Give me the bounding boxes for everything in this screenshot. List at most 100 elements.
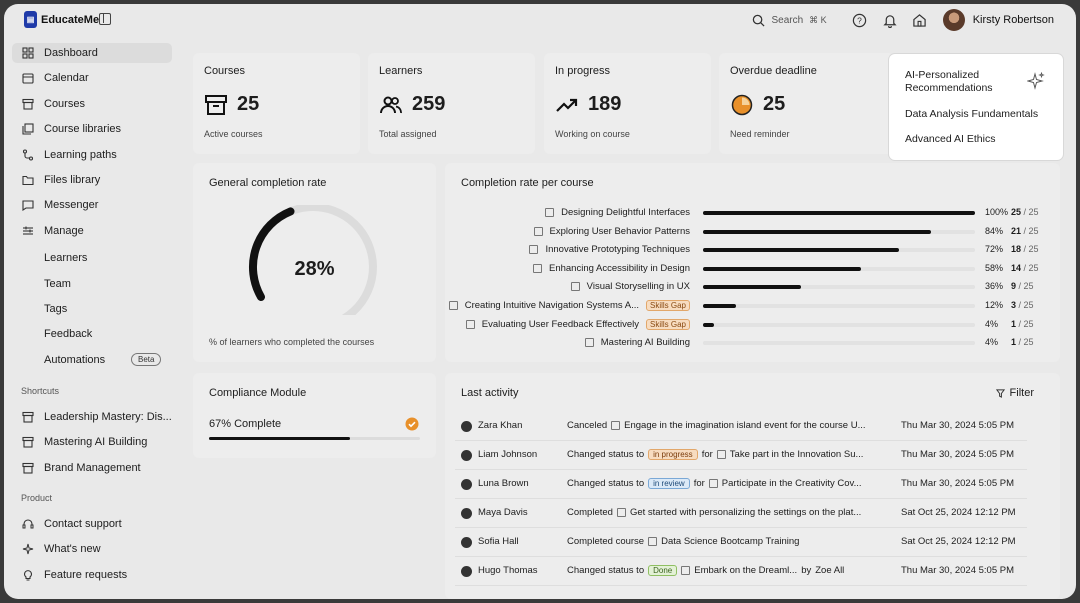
activity-by-user[interactable]: Zoe All (815, 565, 845, 576)
home-button[interactable] (905, 9, 935, 31)
sidebar-item-course-libraries[interactable]: Course libraries (22, 119, 121, 139)
compliance-module-card[interactable]: Compliance Module 67% Complete (193, 373, 436, 458)
sliders-icon (23, 226, 33, 235)
course-name: Visual Storyselling in UX (586, 281, 690, 293)
sparkle-icon (1027, 72, 1045, 90)
course-row[interactable]: Designing Delightful Interfaces 100% 25 / … (445, 206, 1045, 222)
course-bar-track (703, 285, 975, 290)
activity-date: Thu Mar 30, 2024 5:05 PM (901, 565, 1015, 576)
activity-row[interactable]: Sofia Hall Completed course Data Science B… (455, 528, 1027, 557)
stat-value: 25 (763, 93, 786, 115)
course-row[interactable]: Enhancing Accessibility in Design 58% 14 /… (445, 262, 1045, 278)
search-button[interactable]: Search ⌘ K (752, 14, 827, 27)
course-ratio: 25 / 25 (1011, 207, 1039, 217)
activity-user[interactable]: Sofia Hall (478, 536, 519, 547)
archive-icon (22, 411, 34, 423)
completion-gauge (248, 205, 377, 315)
sidebar-item-learners[interactable]: Learners (44, 252, 88, 264)
stat-card-learners[interactable]: Learners 259 Total assigned (368, 53, 535, 154)
notifications-button[interactable] (875, 9, 905, 31)
help-button[interactable]: ? (845, 9, 875, 31)
activity-row[interactable]: Liam Johnson Changed status to in progress… (455, 441, 1027, 470)
sidebar-item-tags[interactable]: Tags (44, 303, 68, 315)
course-row[interactable]: Creating Intuitive Navigation Systems A.… (445, 299, 1045, 315)
shortcut-label: Mastering AI Building (44, 436, 148, 448)
sidebar-item-messenger[interactable]: Messenger (22, 195, 98, 215)
course-percent: 12% (985, 300, 1004, 310)
activity-target[interactable]: Take part in the Innovation Su... (729, 449, 864, 460)
activity-target[interactable]: Embark on the Dreaml... (694, 565, 798, 576)
archive-icon (22, 462, 34, 474)
stat-subtitle: Working on course (555, 129, 630, 139)
stat-card-in-progress[interactable]: In progress 189 Working on course (544, 53, 711, 154)
shortcut-leadership-mastery[interactable]: Leadership Mastery: Dis... (22, 407, 172, 427)
sidebar-item-feedback[interactable]: Feedback (44, 328, 93, 340)
stat-value: 189 (588, 93, 622, 115)
activity-user[interactable]: Luna Brown (478, 478, 529, 489)
activity-row[interactable]: Luna Brown Changed status to in review for P… (455, 470, 1027, 499)
activity-target[interactable]: Data Science Bootcamp Training (661, 536, 800, 547)
sidebar-item-calendar[interactable]: Calendar (22, 68, 89, 88)
filter-button[interactable]: Filter (995, 387, 1034, 399)
popup-item-advanced-ai-ethics[interactable]: Advanced AI Ethics (905, 133, 996, 145)
course-ratio: 1 / 25 (1011, 337, 1034, 347)
activity-row[interactable]: Zara Khan Canceled Engage in the imaginati… (455, 412, 1027, 441)
avatar (461, 450, 472, 461)
dashboard-icon (22, 47, 34, 59)
course-row[interactable]: Mastering AI Building 4% 1 / 25 (445, 336, 1045, 352)
shortcut-mastering-ai-building[interactable]: Mastering AI Building (22, 432, 147, 452)
activity-user[interactable]: Maya Davis (478, 507, 528, 518)
course-percent: 58% (985, 262, 1004, 273)
activity-action: Changed status to (567, 565, 645, 576)
stat-card-overdue-deadline[interactable]: Overdue deadline 25 Need reminder (719, 53, 894, 154)
activity-target[interactable]: Participate in the Creativity Cov... (721, 478, 862, 489)
top-bar: ▤ EducateMe Search ⌘ K ? Kirsty Robertso… (4, 4, 1076, 38)
course-bar-fill (703, 304, 736, 308)
sidebar-item-whats-new[interactable]: What's new (22, 539, 101, 559)
stat-card-courses[interactable]: Courses 25 Active courses (193, 53, 360, 154)
skills-gap-tag: Skills Gap (645, 318, 690, 330)
activity-user[interactable]: Hugo Thomas (478, 565, 538, 576)
course-row[interactable]: Innovative Prototyping Techniques 72% 18 /… (445, 243, 1045, 259)
sidebar-toggle-icon[interactable] (99, 13, 111, 25)
activity-date: Thu Mar 30, 2024 5:05 PM (901, 420, 1015, 431)
stat-subtitle: Need reminder (730, 129, 790, 139)
course-bar-fill (703, 211, 975, 215)
user-name[interactable]: Kirsty Robertson (972, 14, 1054, 26)
user-avatar[interactable] (942, 9, 965, 31)
activity-target[interactable]: Get started with personalizing the setti… (629, 507, 862, 518)
help-icon: ? (852, 13, 867, 27)
sidebar-item-dashboard[interactable]: Dashboard (22, 43, 98, 63)
sidebar-item-feature-requests[interactable]: Feature requests (22, 565, 127, 585)
sidebar-item-files-library[interactable]: Files library (22, 170, 100, 190)
activity-user[interactable]: Liam Johnson (478, 449, 538, 460)
activity-user[interactable]: Zara Khan (478, 420, 523, 431)
course-row[interactable]: Exploring User Behavior Patterns 84% 21 / … (445, 225, 1045, 241)
activity-description: Changed status to in progress for Take part… (567, 449, 863, 460)
activity-row[interactable]: Maya Davis Completed Get started with pers… (455, 499, 1027, 528)
sidebar-item-contact-support[interactable]: Contact support (22, 514, 122, 534)
sidebar-item-manage[interactable]: Manage (22, 221, 84, 241)
course-bar-fill (703, 229, 932, 234)
skills-gap-tag: Skills Gap (645, 300, 690, 311)
sidebar-item-team[interactable]: Team (44, 278, 71, 290)
sidebar-item-courses[interactable]: Courses (22, 94, 85, 114)
sidebar-item-automations[interactable]: Automations (44, 354, 106, 366)
shortcut-brand-management[interactable]: Brand Management (22, 458, 141, 478)
sidebar-item-learning-paths[interactable]: Learning paths (22, 145, 117, 165)
popup-item-ai-personalized[interactable]: AI-Personalized Recommendations (905, 69, 993, 94)
course-name: Mastering AI Building (600, 337, 690, 349)
activity-target[interactable]: Engage in the imagination island event f… (624, 420, 866, 431)
activity-row[interactable]: Hugo Thomas Changed status to Done Embark o… (455, 557, 1027, 586)
logo[interactable]: ▤ EducateMe (24, 11, 99, 28)
course-total: / 25 (1023, 262, 1039, 273)
completion-value: 28% (294, 258, 335, 280)
activity-description: Canceled Engage in the imagination island… (567, 420, 865, 431)
activity-date: Thu Mar 30, 2024 5:05 PM (901, 449, 1015, 460)
course-name-cell: Designing Delightful Interfaces (545, 207, 690, 218)
course-row[interactable]: Evaluating User Feedback Effectively Skil… (445, 318, 1045, 334)
popup-item-data-analysis[interactable]: Data Analysis Fundamentals (905, 108, 1039, 120)
course-name: Evaluating User Feedback Effectively (481, 318, 639, 330)
course-icon (533, 263, 542, 273)
course-row[interactable]: Visual Storyselling in UX 36% 9 / 25 (445, 280, 1045, 296)
